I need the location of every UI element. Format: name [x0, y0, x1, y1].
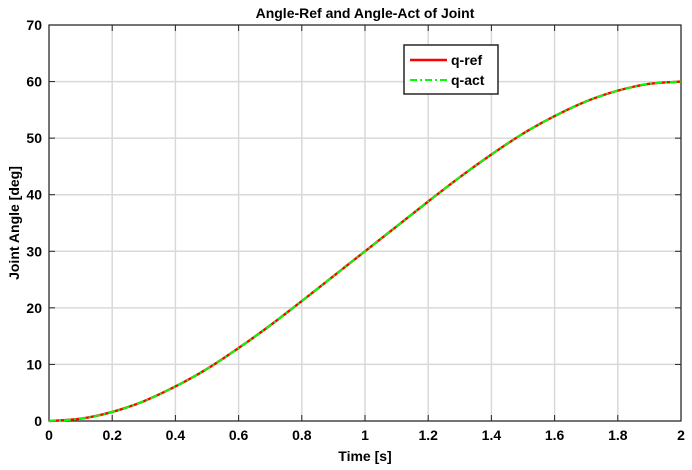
legend: q-ref q-act — [403, 44, 499, 95]
x-tick-label: 1.6 — [545, 427, 565, 443]
x-tick-label: 2 — [677, 427, 685, 443]
y-tick-label: 70 — [26, 17, 42, 33]
x-tick-label: 1 — [361, 427, 369, 443]
x-tick-label: 1.8 — [608, 427, 628, 443]
x-tick-label: 1.4 — [482, 427, 502, 443]
y-tick-label: 50 — [26, 130, 42, 146]
y-tick-label: 0 — [34, 413, 42, 429]
x-tick-label: 0 — [45, 427, 53, 443]
series-line-q-act — [48, 80, 682, 422]
x-tick-label: 0.2 — [102, 427, 122, 443]
x-axis-ticks: 0 0.2 0.4 0.6 0.8 1 1.2 1.4 1.6 1.8 2 — [45, 25, 685, 443]
y-tick-label: 30 — [26, 243, 42, 259]
y-tick-label: 20 — [26, 300, 42, 316]
y-axis-ticks: 0 10 20 30 40 50 60 70 — [26, 17, 681, 429]
x-axis-label: Time [s] — [338, 448, 391, 464]
chart-title: Angle-Ref and Angle-Act of Joint — [256, 5, 475, 21]
y-tick-label: 60 — [26, 74, 42, 90]
y-tick-label: 10 — [26, 356, 42, 372]
legend-box — [403, 44, 499, 95]
x-tick-label: 0.6 — [229, 427, 249, 443]
series-lines — [48, 80, 682, 423]
legend-label-q-ref: q-ref — [451, 52, 482, 68]
legend-label-q-act: q-act — [451, 72, 485, 88]
y-tick-label: 40 — [26, 187, 42, 203]
x-tick-label: 0.8 — [292, 427, 312, 443]
grid — [48, 24, 682, 422]
x-tick-label: 0.4 — [166, 427, 186, 443]
y-axis-label: Joint Angle [deg] — [6, 166, 22, 280]
x-tick-label: 1.2 — [418, 427, 438, 443]
